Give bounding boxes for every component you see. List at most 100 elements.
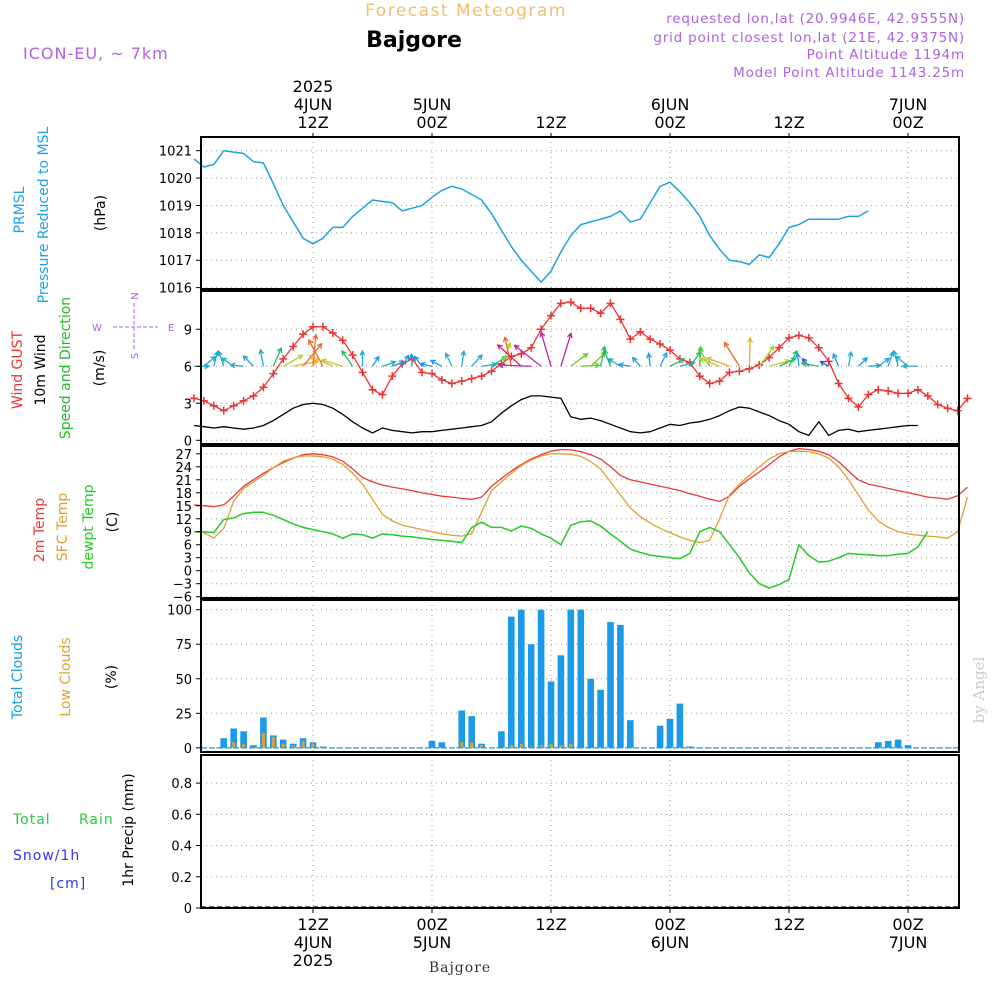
- y-tick-label: 6: [184, 539, 192, 554]
- wind-direction-arrow: [371, 355, 380, 367]
- low-clouds-bar: [519, 743, 523, 748]
- total-clouds-bar: [438, 742, 446, 748]
- top-hour-label: 12Z: [535, 113, 566, 132]
- data-layer: [190, 149, 972, 908]
- gust-marker: [963, 394, 972, 403]
- wind-direction-arrow: [401, 354, 410, 367]
- wind-direction-arrow: [758, 345, 775, 367]
- total-clouds-bar: [884, 740, 892, 748]
- total-clouds-bar: [537, 609, 545, 748]
- low-clouds-bar: [252, 746, 255, 748]
- top-hour-label: 12Z: [297, 113, 328, 132]
- model-altitude: Model Point Altitude 1143.25m: [733, 65, 965, 81]
- y-tick-label: 6: [184, 360, 192, 375]
- gust-marker: [547, 311, 555, 320]
- gust-marker: [785, 333, 793, 342]
- wind-direction-arrow: [408, 352, 415, 367]
- low-clouds-bar: [242, 743, 246, 748]
- top-date-label: 7JUN: [889, 95, 928, 114]
- total-clouds-bar: [567, 609, 575, 748]
- y-tick-label: 21: [175, 474, 192, 489]
- top-date-label: 4JUN: [294, 95, 333, 114]
- gust-marker: [794, 331, 803, 340]
- clouds-low-label: Low Clouds: [58, 637, 74, 716]
- gust-marker: [606, 299, 615, 308]
- gust-marker: [487, 367, 496, 376]
- wind-direction-arrow: [631, 356, 641, 367]
- gust-marker: [695, 372, 704, 381]
- gust-marker: [576, 304, 585, 313]
- panel-frame-temp: [200, 445, 960, 599]
- y-tick-label: 1017: [159, 254, 192, 269]
- y-tick-label: 0: [184, 565, 192, 580]
- total-clouds-bar: [557, 655, 565, 748]
- grid-layer: [201, 137, 959, 909]
- wind-unit: (m/s): [92, 350, 108, 387]
- gust-marker: [725, 368, 734, 377]
- gust-marker: [418, 368, 427, 377]
- wind-direction-arrow: [502, 335, 512, 367]
- total-clouds-bar: [597, 689, 604, 748]
- wind-direction-arrow: [747, 336, 754, 367]
- gust-marker: [477, 372, 486, 381]
- low-clouds-bar: [549, 743, 553, 748]
- bottom-year-label: 2025: [293, 951, 334, 970]
- gust-marker: [636, 327, 645, 336]
- total-clouds-bar: [676, 703, 684, 748]
- low-clouds-bar: [529, 746, 533, 748]
- wind-direction-arrow: [444, 352, 453, 367]
- low-clouds-bar: [301, 740, 305, 748]
- wind-direction-arrow: [272, 346, 283, 367]
- wind-direction-arrow: [659, 351, 668, 367]
- dewpt-line: [194, 511, 929, 589]
- pressure-label-prmsl: PRMSL: [12, 186, 28, 233]
- gust-marker: [656, 340, 665, 349]
- clouds-unit: (%): [104, 665, 120, 689]
- panel-frame-pressure: [200, 136, 960, 290]
- gust-marker: [368, 385, 377, 394]
- wind-direction-arrow: [282, 354, 304, 367]
- y-tick-label: 0: [184, 742, 192, 757]
- low-clouds-bar: [321, 746, 325, 748]
- compass-north: N: [130, 292, 141, 299]
- bottom-hour-label: 00Z: [416, 915, 447, 934]
- gust-marker: [219, 406, 228, 415]
- wind-direction-arrow: [877, 357, 891, 367]
- wind-direction-arrow: [496, 343, 522, 367]
- wind-direction-arrow: [497, 362, 532, 369]
- total-clouds-bar: [617, 624, 624, 748]
- wind-direction-arrow: [560, 332, 573, 367]
- gust-marker: [328, 328, 337, 337]
- gust-marker: [586, 304, 595, 313]
- precip-cm-label: [cm]: [50, 876, 86, 892]
- gust-marker: [666, 346, 674, 355]
- gust-marker: [596, 309, 605, 318]
- y-tick-label: 9: [184, 526, 192, 541]
- wind-direction-arrow: [460, 349, 467, 367]
- gust-marker: [943, 404, 952, 413]
- low-clouds-bar: [509, 745, 513, 748]
- total-clouds-bar: [547, 681, 555, 748]
- total-clouds-bar: [894, 739, 902, 748]
- wind-direction-arrow: [857, 356, 869, 367]
- temp-2m-label: 2m Temp: [32, 498, 48, 562]
- axis-layer: 1016101710181019102010210369−6−303691215…: [159, 77, 927, 970]
- gust-marker: [904, 389, 912, 398]
- total-clouds-bar: [904, 745, 912, 748]
- y-tick-label: 0.6: [171, 808, 192, 823]
- wind-direction-arrow: [203, 355, 217, 367]
- y-tick-label: 1020: [159, 172, 192, 187]
- y-tick-label: −6: [173, 591, 192, 606]
- clouds-total-label: Total Clouds: [10, 635, 26, 720]
- gust-marker: [735, 367, 744, 376]
- wind-direction-arrow: [242, 355, 254, 367]
- gust-marker: [457, 377, 466, 386]
- gust-marker: [289, 342, 298, 351]
- low-clouds-bar: [559, 745, 563, 748]
- grid-point-coords: grid point closest lon,lat (21E, 42.9375…: [653, 30, 965, 46]
- total-clouds-bar: [220, 738, 227, 748]
- credit-watermark: by Angel: [970, 656, 988, 723]
- total-clouds-bar: [240, 731, 247, 748]
- gust-marker: [348, 351, 357, 360]
